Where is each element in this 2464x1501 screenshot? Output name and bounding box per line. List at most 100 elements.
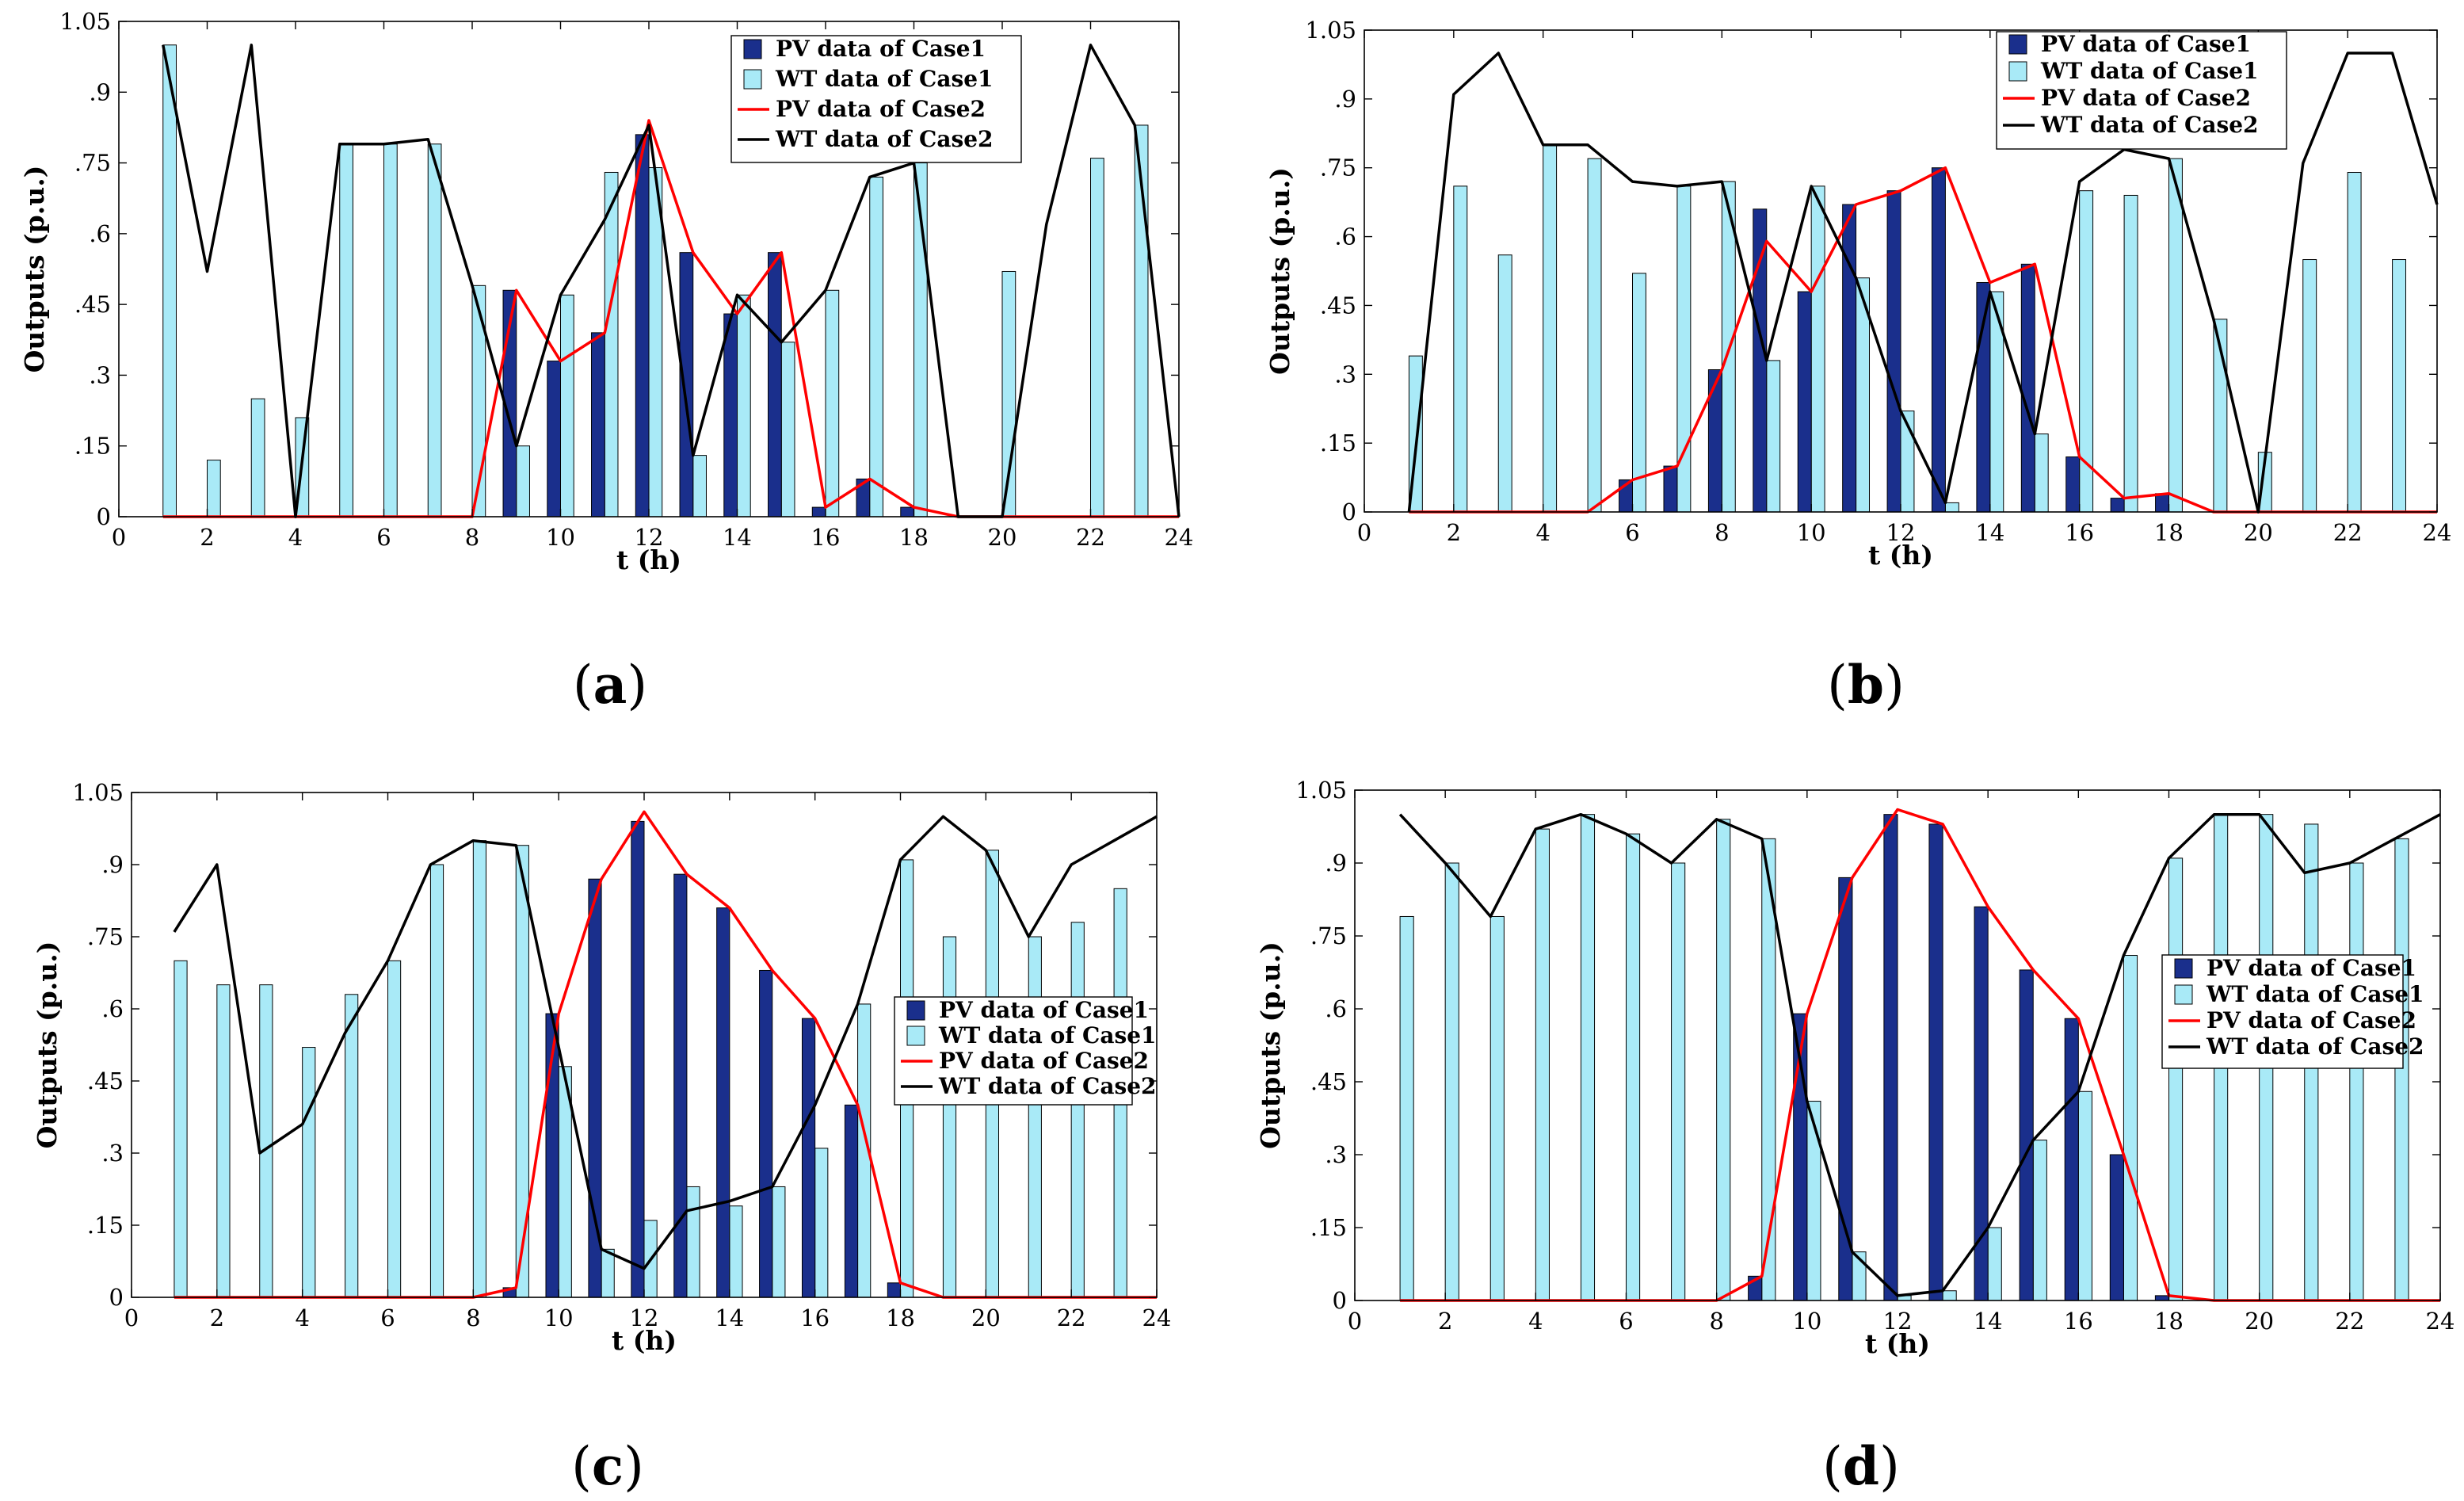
bar-wt-case1-t17 [2123,955,2138,1301]
bar-wt-case1-t6 [387,960,402,1298]
x-tick-label: 4 [295,1304,309,1331]
y-axis-label: Outputs (p.u.) [1255,941,1286,1149]
x-tick-label: 0 [1357,519,1371,546]
y-axis-label: Outputs (p.u.) [1264,167,1295,375]
line-wt-case2 [1407,52,2439,514]
line-wt-case2 [1398,812,2441,1297]
bar-pv-case1-t17 [844,1104,859,1298]
y-axis-label: Outputs (p.u.) [19,166,50,373]
y-tick-label: 0 [109,1284,124,1311]
x-tick-label: 18 [899,524,929,551]
bar-wt-case1-t16 [825,289,840,518]
bar-wt-case1-t4 [1543,144,1558,513]
legend-box [1996,31,2287,150]
line-pv-case2 [162,119,1179,518]
legend-label-wt_case2: WT data of Case2 [2206,1033,2424,1060]
x-tick-label: 22 [2333,519,2363,546]
bar-wt-case1-t23 [2392,259,2407,513]
x-tick-label: 6 [376,524,391,551]
caption-letter: d [1843,1435,1879,1497]
bar-pv-case1-t12 [1883,814,1898,1301]
y-tick-label: .15 [1310,1214,1347,1241]
y-tick-label: .3 [89,361,111,388]
x-tick-label: 6 [380,1304,395,1331]
y-tick-label: 1.05 [1305,17,1356,44]
y-tick-label: .15 [87,1212,124,1239]
bar-wt-case1-t18 [2168,158,2183,513]
legend-swatch-wt_case1 [2174,984,2193,1005]
x-tick-label: 8 [466,1304,480,1331]
bar-wt-case1-t5 [1587,158,1602,513]
bar-wt-case1-t2 [207,460,221,518]
y-tick-label: .9 [1325,850,1347,877]
bar-wt-case1-t14 [729,1205,743,1298]
bar-wt-case1-t19 [942,936,957,1298]
bar-wt-case1-t1 [162,44,177,518]
bar-pv-case1-t18 [900,506,915,518]
bar-wt-case1-t10 [1810,185,1825,513]
x-tick-label: 12 [1883,1308,1913,1335]
legend-label-pv_case2: PV data of Case2 [776,96,986,122]
legend-label-wt_case2: WT data of Case2 [775,126,994,152]
y-tick-label: .3 [101,1140,124,1167]
y-tick-label: .45 [87,1068,124,1094]
legend-label-wt_case2: WT data of Case2 [2040,112,2259,138]
legend-label-wt_case1: WT data of Case1 [775,66,994,92]
x-tick-label: 0 [124,1304,139,1331]
bar-wt-case1-t21 [2302,259,2317,513]
caption-letter: b [1848,654,1884,716]
bar-wt-case1-t4 [1535,828,1550,1301]
x-axis-label: t (h) [616,544,681,575]
bar-pv-case1-t12 [631,820,645,1298]
x-tick-label: 14 [1975,519,2004,546]
x-tick-label: 24 [1142,1304,1172,1331]
bar-wt-case1-t9 [1766,360,1781,513]
caption-close-paren: ) [627,655,647,716]
bar-wt-case1-t17 [2123,194,2138,513]
y-tick-label: .9 [89,78,111,105]
bar-pv-case1-t11 [591,332,605,518]
legend-box [894,996,1133,1106]
bar-wt-case1-t10 [560,294,574,518]
bar-pv-case1-t12 [635,134,650,518]
x-tick-label: 14 [1974,1308,2003,1335]
legend-label-pv_case1: PV data of Case1 [939,997,1149,1023]
panel-caption: (d) [1822,1435,1900,1497]
legend-label-wt_case1: WT data of Case1 [938,1022,1157,1048]
x-axis-label: t (h) [1868,540,1933,571]
bar-wt-case1-t22 [1090,158,1104,518]
bar-pv-case1-t14 [723,313,738,518]
x-tick-label: 2 [1447,519,1461,546]
bar-wt-case1-t5 [339,143,353,518]
x-tick-label: 2 [210,1304,224,1331]
x-tick-label: 18 [2154,519,2184,546]
x-tick-label: 8 [1709,1308,1723,1335]
bar-wt-case1-t9 [515,845,529,1298]
y-tick-label: 1.05 [72,779,124,806]
x-tick-label: 10 [546,524,575,551]
bar-pv-case1-t16 [801,1018,816,1298]
x-tick-label: 12 [1886,519,1916,546]
y-tick-label: .9 [1334,86,1356,113]
bar-wt-case1-t22 [1070,922,1085,1298]
y-tick-label: .6 [1334,223,1356,250]
panel-caption: (a) [573,654,647,716]
y-tick-label: .75 [1320,155,1356,181]
bar-wt-case1-t7 [429,864,444,1298]
x-tick-label: 12 [630,1304,659,1331]
bar-pv-case1-t15 [2020,263,2035,513]
y-tick-label: .6 [89,220,111,247]
caption-close-paren: ) [1884,655,1905,716]
bar-wt-case1-t7 [1671,862,1686,1301]
bar-wt-case1-t5 [345,994,359,1298]
bar-wt-case1-t13 [686,1186,700,1298]
y-tick-label: .6 [101,995,124,1022]
x-tick-label: 0 [112,524,126,551]
bar-pv-case1-t10 [547,361,562,518]
bar-wt-case1-t22 [2347,172,2362,513]
